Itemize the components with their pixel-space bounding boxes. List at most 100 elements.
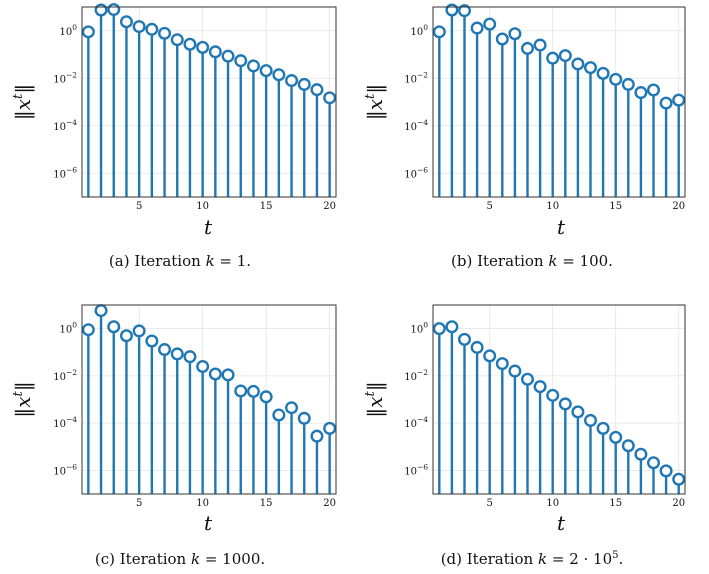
stem-marker xyxy=(119,15,133,29)
stem-marker xyxy=(483,17,497,31)
stem-marker xyxy=(310,83,324,97)
x-axis-label: t xyxy=(557,511,566,535)
stem-marker xyxy=(297,411,311,425)
stem-marker xyxy=(458,4,472,18)
stem-marker xyxy=(634,447,648,461)
x-tick-label: 20 xyxy=(323,498,336,509)
y-tick-label: 100 xyxy=(410,321,428,336)
stem-marker xyxy=(234,384,248,398)
y-tick-label: 100 xyxy=(59,23,77,38)
stem-marker xyxy=(571,57,585,71)
x-tick-label: 20 xyxy=(672,498,685,509)
stem-marker xyxy=(323,421,337,435)
x-tick-label: 5 xyxy=(487,498,493,509)
stem-marker xyxy=(483,349,497,363)
y-tick-label: 10−2 xyxy=(404,70,428,85)
y-tick-label: 10−4 xyxy=(53,118,77,133)
subplot-caption: (c) Iteration k = 1000. xyxy=(95,550,265,568)
y-tick-label: 10−2 xyxy=(404,368,428,383)
x-tick-label: 5 xyxy=(136,201,142,212)
stem-marker xyxy=(208,45,222,59)
y-tick-label: 10−4 xyxy=(53,415,77,430)
x-axis-label: t xyxy=(204,215,213,239)
axes-frame xyxy=(81,6,337,198)
stem-marker xyxy=(621,77,635,91)
stem-marker xyxy=(183,350,197,364)
stem-marker xyxy=(584,413,598,427)
stem-marker xyxy=(672,93,686,107)
stem-marker xyxy=(558,49,572,63)
stem-marker xyxy=(297,77,311,91)
stem-marker xyxy=(634,86,648,100)
subplot-a: 5 10 15 20 10−6 10−4 10−2 100 t ‖xt‖ (a) Iteration… xyxy=(11,3,337,270)
subplot-c: 5 10 15 20 10−6 10−4 10−2 100 t ‖xt‖ (c) Iteration… xyxy=(11,304,337,568)
x-tick-label: 20 xyxy=(672,201,685,212)
stem-marker xyxy=(458,332,472,346)
y-tick-label: 10−2 xyxy=(53,70,77,85)
stem-marker xyxy=(558,397,572,411)
x-tick-label: 20 xyxy=(323,201,336,212)
stem-marker xyxy=(158,343,172,357)
y-axis-label-text: ‖xt‖ xyxy=(363,84,388,121)
stem-marker xyxy=(596,421,610,435)
stem-marker xyxy=(533,380,547,394)
stem-marker xyxy=(584,61,598,75)
y-tick-label: 10−4 xyxy=(404,118,428,133)
stem-marker xyxy=(571,405,585,419)
stem-marker xyxy=(158,26,172,40)
stem-marker xyxy=(94,3,108,17)
x-tick-label: 10 xyxy=(546,201,559,212)
stem-marker xyxy=(145,22,159,36)
stem-marker xyxy=(259,64,273,78)
subplot-caption: (d) Iteration k = 2 · 105. xyxy=(441,550,624,568)
stem-marker xyxy=(208,367,222,381)
stem-marker xyxy=(170,33,184,47)
stem-marker xyxy=(621,439,635,453)
stem-marker xyxy=(470,340,484,354)
y-axis-label: ‖xt‖ xyxy=(11,381,36,418)
stem-marker xyxy=(495,357,509,371)
y-tick-label: 10−6 xyxy=(53,462,77,477)
stem-marker xyxy=(94,304,108,318)
stem-marker xyxy=(445,3,459,17)
x-tick-label: 5 xyxy=(136,498,142,509)
x-tick-label: 10 xyxy=(196,201,209,212)
y-tick-label: 100 xyxy=(410,23,428,38)
stem-marker xyxy=(272,68,286,82)
stem-marker xyxy=(323,91,337,105)
stem-marker xyxy=(221,49,235,63)
y-axis-label: ‖xt‖ xyxy=(363,84,388,121)
stem-marker xyxy=(285,74,299,88)
stem-marker xyxy=(145,334,159,348)
stem-marker xyxy=(132,20,146,34)
x-tick-label: 15 xyxy=(609,201,622,212)
stem-marker xyxy=(609,72,623,86)
stem-marker xyxy=(432,25,446,39)
stem-marker xyxy=(119,329,133,343)
stem-marker xyxy=(508,364,522,378)
stem-marker xyxy=(659,96,673,110)
x-axis-label: t xyxy=(557,215,566,239)
stem-marker xyxy=(445,320,459,334)
stem-marker xyxy=(508,27,522,41)
subplot-caption: (a) Iteration k = 1. xyxy=(109,252,251,270)
x-axis-label: t xyxy=(204,511,213,535)
stem-marker xyxy=(495,32,509,46)
stem-marker xyxy=(470,21,484,35)
stem-marker xyxy=(221,368,235,382)
axes-frame xyxy=(81,304,337,495)
stem-marker xyxy=(546,388,560,402)
stem-marker xyxy=(521,41,535,55)
y-axis-label-text: ‖xt‖ xyxy=(363,381,388,418)
x-tick-label: 10 xyxy=(546,498,559,509)
axes-frame xyxy=(432,304,686,495)
subplot-d: 5 10 15 20 10−6 10−4 10−2 100 t ‖xt‖ (d) Iteration… xyxy=(363,304,686,568)
y-tick-label: 10−6 xyxy=(53,165,77,180)
stem-marker xyxy=(310,429,324,443)
x-tick-label: 15 xyxy=(609,498,622,509)
x-tick-label: 15 xyxy=(260,201,273,212)
stem-marker xyxy=(183,37,197,51)
x-tick-label: 5 xyxy=(487,201,493,212)
stem-marker xyxy=(546,51,560,65)
